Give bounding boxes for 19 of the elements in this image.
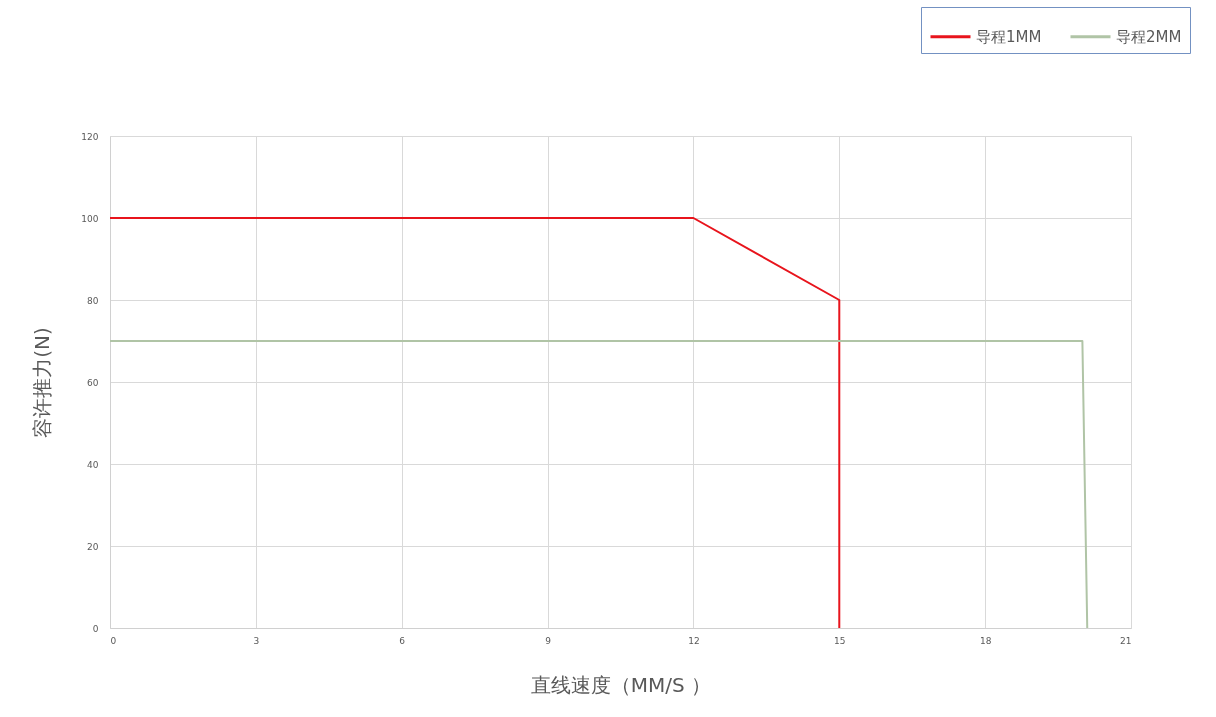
y-axis-title: 容许推力(N) [30, 327, 55, 438]
x-tick-label: 12 [688, 635, 700, 646]
y-tick-label: 20 [87, 541, 99, 552]
y-tick-label: 100 [81, 213, 99, 224]
y-tick-label: 120 [81, 131, 99, 142]
y-tick-label: 0 [92, 623, 99, 634]
y-tick-label: 60 [87, 377, 99, 388]
y-tick-label: 80 [87, 295, 99, 306]
legend-label: 导程1MM [976, 27, 1042, 46]
x-tick-label: 18 [979, 635, 992, 646]
x-tick-label: 3 [253, 635, 260, 646]
x-axis-title: 直线速度（MM/S ） [530, 672, 712, 697]
legend-label: 导程2MM [1116, 27, 1182, 46]
x-tick-label: 0 [110, 635, 117, 646]
x-tick-label: 9 [545, 635, 552, 646]
y-tick-label: 40 [87, 459, 99, 470]
x-tick-label: 21 [1120, 635, 1132, 646]
x-tick-label: 15 [834, 635, 846, 646]
x-tick-label: 6 [399, 635, 406, 646]
